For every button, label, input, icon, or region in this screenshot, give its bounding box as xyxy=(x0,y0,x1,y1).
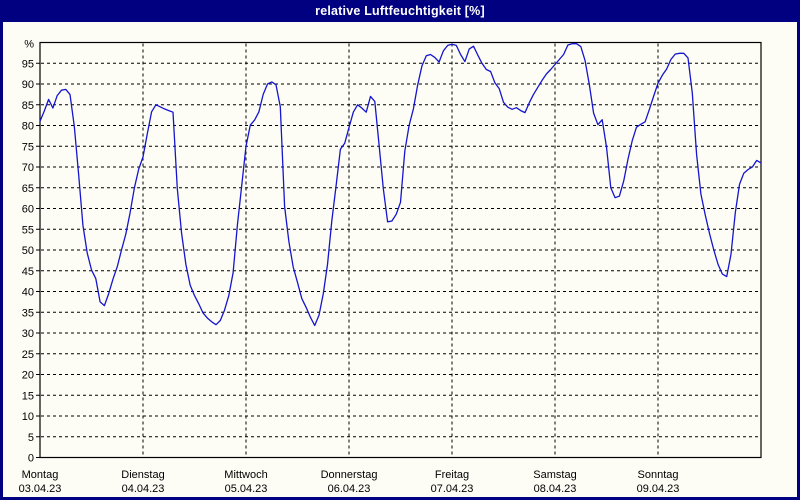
plot-frame xyxy=(39,41,762,459)
chart-title: relative Luftfeuchtigkeit [%] xyxy=(315,4,485,18)
date-label-09.04.23: 09.04.23 xyxy=(637,483,680,495)
date-label-06.04.23: 06.04.23 xyxy=(328,483,371,495)
date-label-08.04.23: 08.04.23 xyxy=(534,483,577,495)
ytick-label-55: 55 xyxy=(22,224,34,236)
chart-panel xyxy=(3,22,797,497)
ytick-label-35: 35 xyxy=(22,307,34,319)
day-label-Montag: Montag xyxy=(22,469,59,481)
ytick-label-50: 50 xyxy=(22,245,34,257)
humidity-line xyxy=(39,43,762,327)
title-bar: relative Luftfeuchtigkeit [%] xyxy=(0,0,800,22)
ytick-label-40: 40 xyxy=(22,287,34,299)
ytick-label-30: 30 xyxy=(22,328,34,340)
day-label-Mittwoch: Mittwoch xyxy=(224,469,267,481)
day-label-Samstag: Samstag xyxy=(533,469,576,481)
date-label-05.04.23: 05.04.23 xyxy=(225,483,268,495)
day-label-Donnerstag: Donnerstag xyxy=(321,469,378,481)
ytick-label-80: 80 xyxy=(22,121,34,133)
day-label-Sonntag: Sonntag xyxy=(638,469,679,481)
ytick-label-25: 25 xyxy=(22,349,34,361)
day-label-Freitag: Freitag xyxy=(435,469,469,481)
ytick-label-5: 5 xyxy=(28,432,34,444)
ytick-label-95: 95 xyxy=(22,58,34,70)
date-label-04.04.23: 04.04.23 xyxy=(122,483,165,495)
day-label-Dienstag: Dienstag xyxy=(121,469,164,481)
y-axis-unit-label: % xyxy=(24,39,34,51)
ytick-label-90: 90 xyxy=(22,79,34,91)
date-label-07.04.23: 07.04.23 xyxy=(431,483,474,495)
ytick-label-60: 60 xyxy=(22,204,34,216)
ytick-label-15: 15 xyxy=(22,390,34,402)
ytick-label-70: 70 xyxy=(22,162,34,174)
ytick-label-0: 0 xyxy=(28,453,34,465)
ytick-label-75: 75 xyxy=(22,141,34,153)
ytick-label-85: 85 xyxy=(22,100,34,112)
date-label-03.04.23: 03.04.23 xyxy=(19,483,62,495)
ytick-label-65: 65 xyxy=(22,183,34,195)
ytick-label-45: 45 xyxy=(22,266,34,278)
ytick-label-10: 10 xyxy=(22,411,34,423)
ytick-label-20: 20 xyxy=(22,370,34,382)
